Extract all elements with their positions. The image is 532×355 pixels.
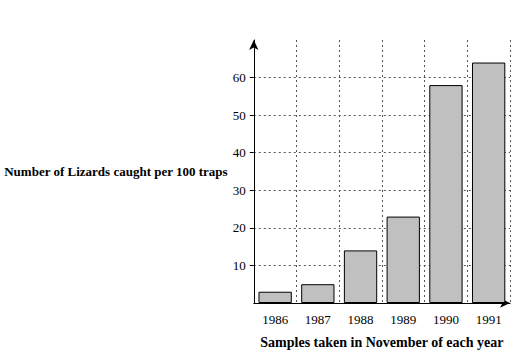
svg-text:10: 10 xyxy=(233,258,246,273)
svg-text:20: 20 xyxy=(233,220,246,235)
svg-text:1989: 1989 xyxy=(390,312,416,327)
svg-text:1990: 1990 xyxy=(433,312,459,327)
svg-text:1988: 1988 xyxy=(348,312,374,327)
svg-text:50: 50 xyxy=(233,108,246,123)
svg-text:1986: 1986 xyxy=(262,312,289,327)
svg-text:40: 40 xyxy=(233,145,246,160)
svg-text:30: 30 xyxy=(233,183,246,198)
svg-text:1991: 1991 xyxy=(476,312,502,327)
svg-text:Number of Lizards caught per 1: Number of Lizards caught per 100 traps xyxy=(4,164,227,179)
svg-text:60: 60 xyxy=(233,70,246,85)
svg-text:Samples taken in November of e: Samples taken in November of each year xyxy=(260,335,503,350)
svg-text:1987: 1987 xyxy=(305,312,332,327)
